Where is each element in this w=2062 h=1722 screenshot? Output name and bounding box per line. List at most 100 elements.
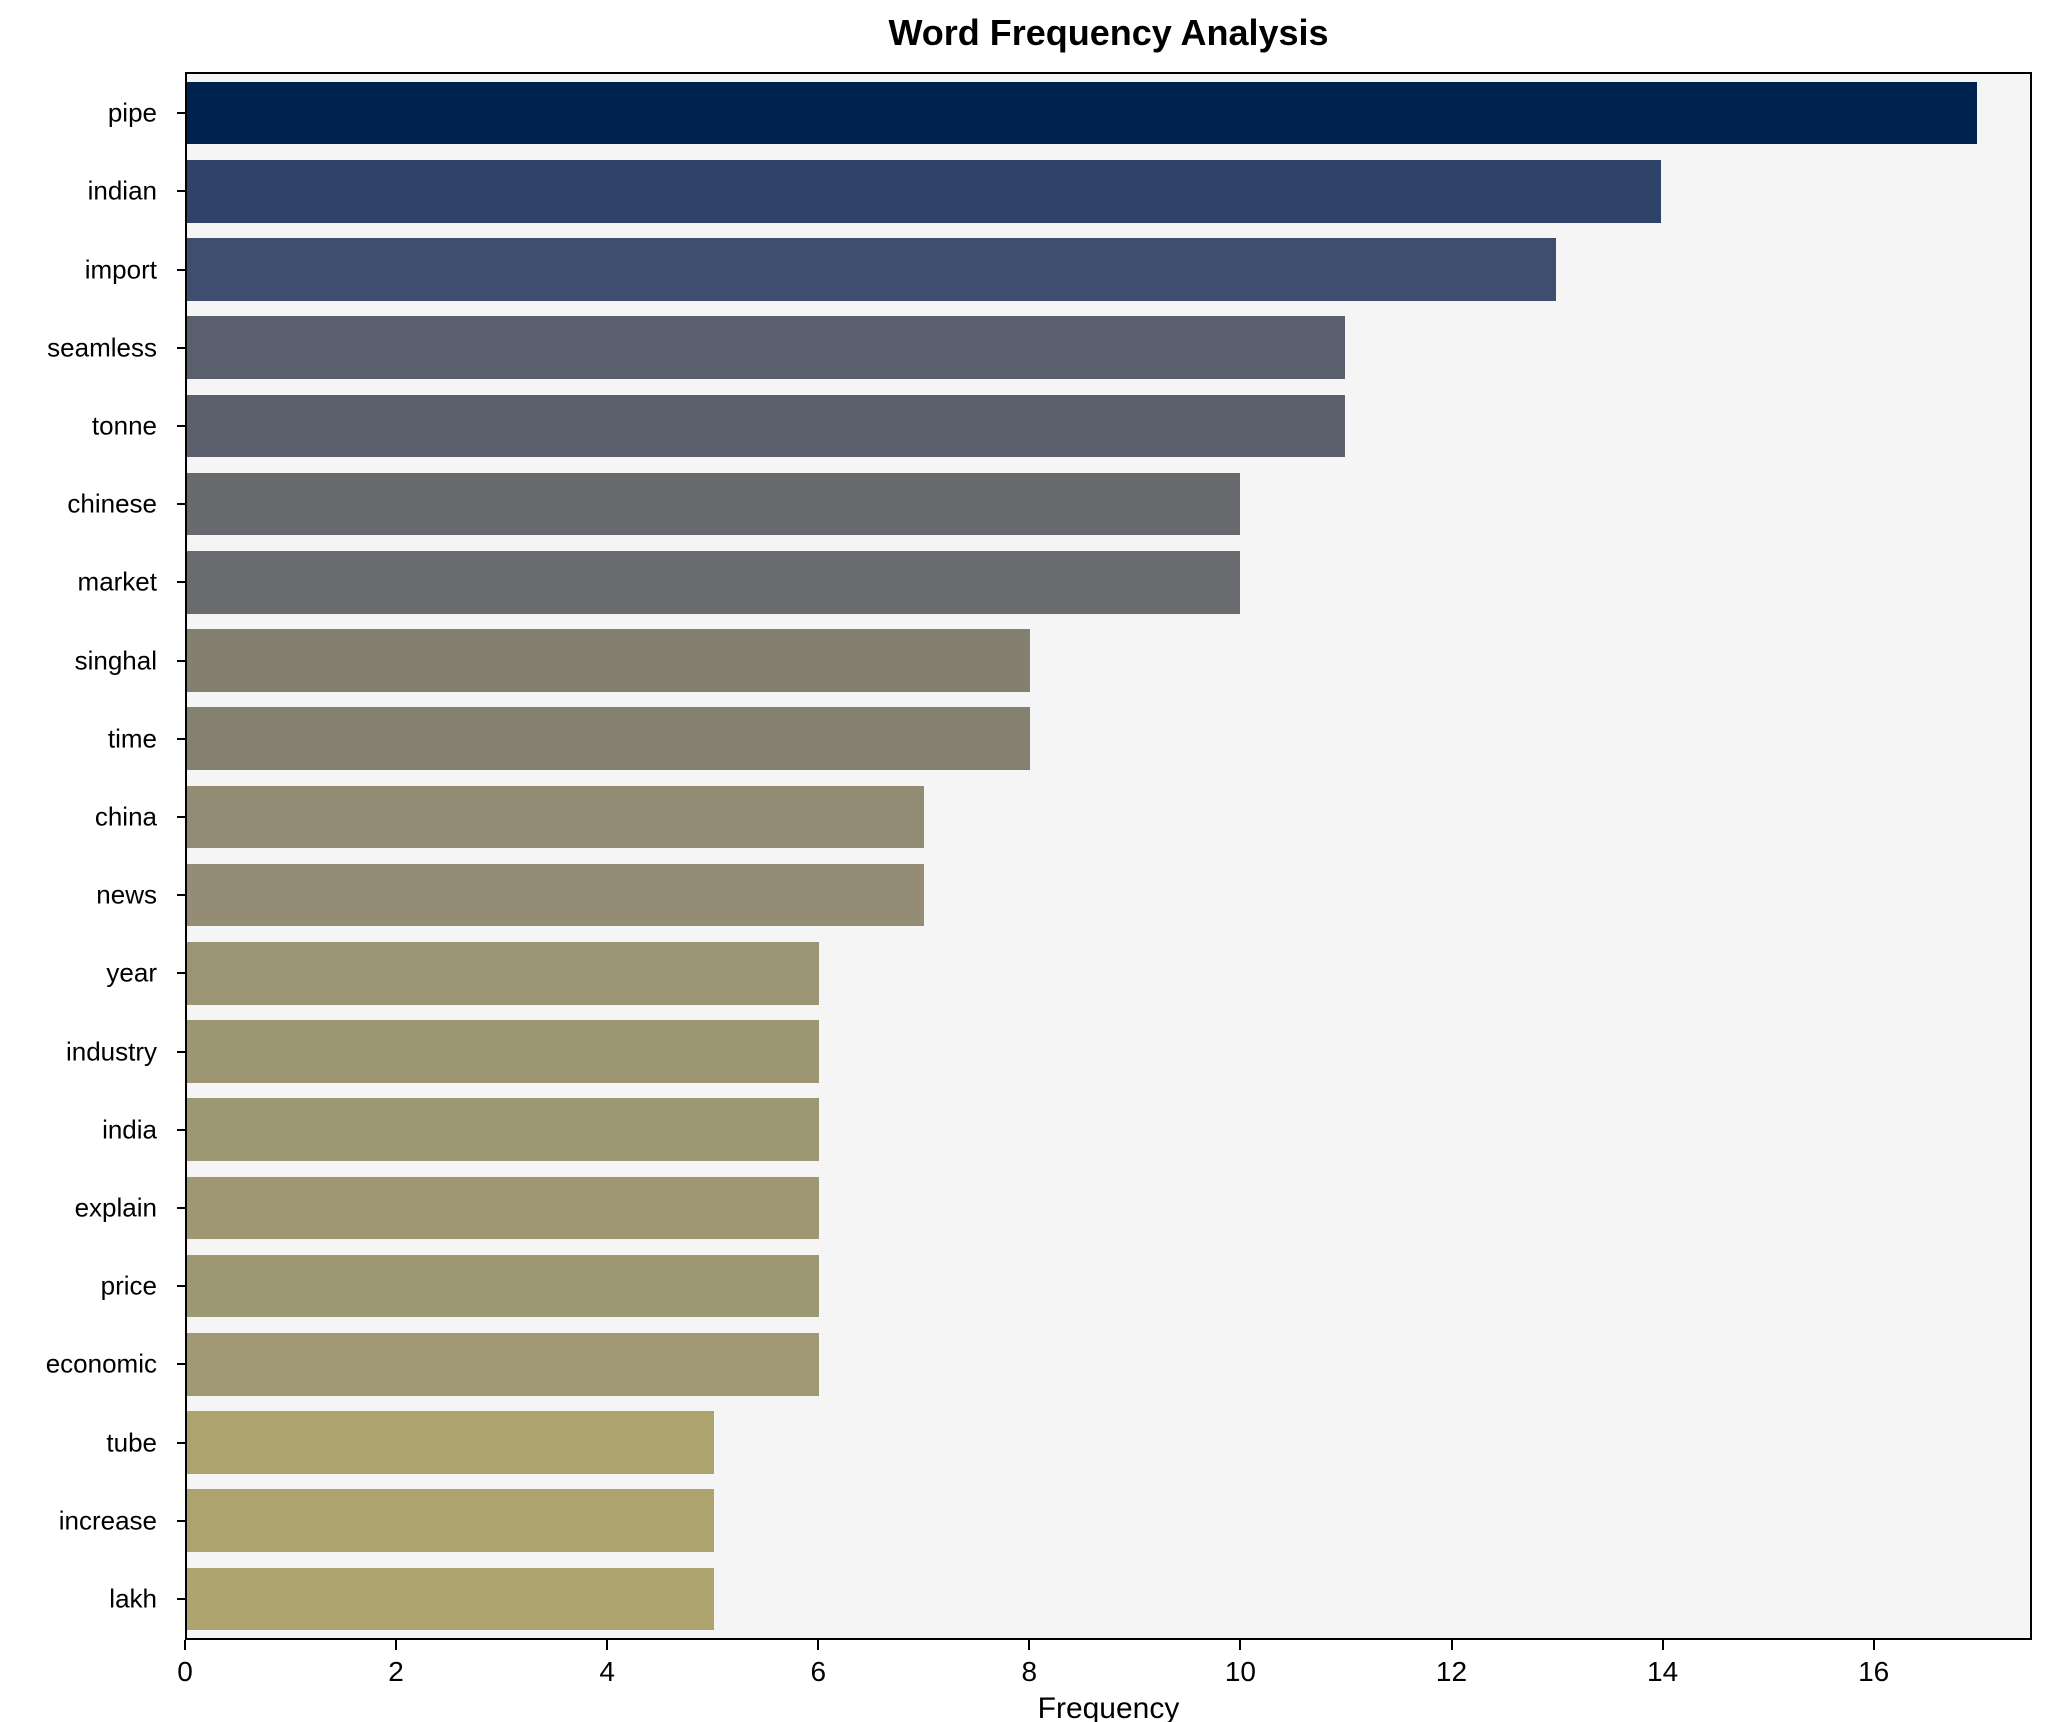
category-label: lakh bbox=[109, 1583, 157, 1614]
bar-tube bbox=[187, 1411, 714, 1474]
x-tick-mark bbox=[1028, 1640, 1031, 1650]
bar-row: news bbox=[96, 856, 2030, 934]
bar-row: tonne bbox=[92, 387, 2030, 465]
bar-row: economic bbox=[46, 1325, 2030, 1403]
bar-row: chinese bbox=[67, 465, 2030, 543]
bar-year bbox=[187, 942, 819, 1005]
x-tick-mark bbox=[184, 1640, 186, 1650]
y-tick-mark bbox=[177, 581, 187, 584]
y-tick-mark bbox=[177, 815, 187, 818]
x-tick-label: 4 bbox=[599, 1656, 615, 1687]
bars-container: pipe indian import seamless tonne chinese mark… bbox=[46, 74, 2030, 1638]
bar-tonne bbox=[187, 394, 1346, 458]
category-label: news bbox=[96, 879, 157, 910]
y-tick-mark bbox=[177, 972, 187, 975]
category-label: increase bbox=[58, 1505, 157, 1536]
category-label: time bbox=[107, 723, 157, 754]
x-tick-mark bbox=[1872, 1640, 1875, 1650]
category-label: india bbox=[102, 1114, 157, 1145]
x-tick-label: 12 bbox=[1435, 1656, 1468, 1687]
y-tick-mark bbox=[177, 503, 187, 506]
bar-chinese bbox=[187, 472, 1241, 536]
category-label: chinese bbox=[67, 488, 157, 519]
bar-row: import bbox=[85, 230, 2030, 308]
y-tick-mark bbox=[177, 346, 187, 349]
bar-row: indian bbox=[88, 152, 2030, 230]
bar-row: market bbox=[78, 543, 2030, 621]
bar-row: year bbox=[106, 934, 2030, 1012]
y-tick-mark bbox=[177, 1285, 187, 1288]
category-label: pipe bbox=[107, 97, 157, 128]
bar-import bbox=[187, 238, 1557, 301]
y-tick-mark bbox=[177, 894, 187, 897]
x-tick-label: 16 bbox=[1858, 1656, 1890, 1687]
category-label: economic bbox=[45, 1348, 157, 1379]
y-tick-mark bbox=[177, 1519, 187, 1522]
bar-china bbox=[187, 785, 925, 849]
bar-lakh bbox=[187, 1567, 714, 1631]
bar-indian bbox=[187, 160, 1662, 223]
bar-row: increase bbox=[59, 1482, 2030, 1560]
x-tick-label: 0 bbox=[177, 1656, 193, 1687]
y-tick-mark bbox=[177, 737, 187, 740]
y-tick-mark bbox=[177, 1128, 187, 1131]
x-tick-mark bbox=[395, 1640, 398, 1650]
category-label: singhal bbox=[74, 645, 157, 676]
plot-area: pipe indian import seamless tonne chinese mark… bbox=[46, 72, 2032, 1640]
x-tick-mark bbox=[817, 1640, 820, 1650]
x-axis-title: Frequency bbox=[1037, 1692, 1180, 1722]
x-tick-mark bbox=[1450, 1640, 1453, 1650]
bar-time bbox=[187, 707, 1030, 770]
category-label: tube bbox=[106, 1427, 157, 1458]
x-tick-mark bbox=[606, 1640, 609, 1650]
bar-india bbox=[187, 1098, 819, 1162]
y-tick-mark bbox=[177, 112, 187, 115]
category-label: explain bbox=[74, 1192, 157, 1223]
category-label: year bbox=[106, 957, 157, 988]
x-tick-mark bbox=[1239, 1640, 1242, 1650]
y-tick-mark bbox=[177, 190, 187, 193]
category-label: tonne bbox=[91, 410, 157, 441]
x-tick-label: 6 bbox=[810, 1656, 827, 1687]
bar-row: singhal bbox=[75, 621, 2030, 699]
bar-row: lakh bbox=[109, 1560, 2030, 1638]
bar-singhal bbox=[187, 629, 1030, 692]
category-label: indian bbox=[87, 175, 157, 206]
y-tick-mark bbox=[177, 1050, 187, 1053]
y-tick-mark bbox=[177, 659, 187, 662]
category-label: china bbox=[94, 801, 157, 832]
x-tick-mark bbox=[1661, 1640, 1664, 1650]
bar-row: tube bbox=[106, 1403, 2030, 1481]
y-tick-mark bbox=[177, 268, 187, 271]
x-tick-label: 2 bbox=[388, 1656, 404, 1687]
bar-row: china bbox=[95, 778, 2030, 856]
bar-row: india bbox=[102, 1091, 2030, 1169]
category-label: seamless bbox=[47, 332, 157, 363]
y-tick-mark bbox=[177, 424, 187, 427]
category-label: market bbox=[77, 566, 157, 597]
bar-explain bbox=[187, 1176, 819, 1240]
chart-title: Word Frequency Analysis bbox=[888, 12, 1329, 53]
bar-row: industry bbox=[66, 1012, 2030, 1090]
bar-increase bbox=[187, 1489, 714, 1553]
category-label: price bbox=[100, 1270, 157, 1301]
bar-market bbox=[187, 551, 1241, 614]
bar-price bbox=[187, 1254, 819, 1318]
y-tick-mark bbox=[177, 1441, 187, 1444]
bar-industry bbox=[187, 1020, 819, 1083]
bar-seamless bbox=[187, 316, 1346, 379]
bar-row: time bbox=[108, 700, 2030, 778]
x-tick-label: 8 bbox=[1021, 1656, 1038, 1687]
category-label: import bbox=[84, 254, 157, 284]
category-label: industry bbox=[65, 1036, 157, 1067]
bar-pipe bbox=[187, 81, 1978, 145]
bar-economic bbox=[187, 1333, 819, 1396]
x-tick-label: 10 bbox=[1224, 1656, 1256, 1687]
bar-row: explain bbox=[75, 1169, 2030, 1247]
y-tick-mark bbox=[177, 1363, 187, 1366]
y-tick-mark bbox=[177, 1206, 187, 1209]
bar-row: seamless bbox=[47, 309, 2030, 387]
bar-news bbox=[187, 863, 925, 927]
x-tick-label: 14 bbox=[1647, 1656, 1679, 1687]
